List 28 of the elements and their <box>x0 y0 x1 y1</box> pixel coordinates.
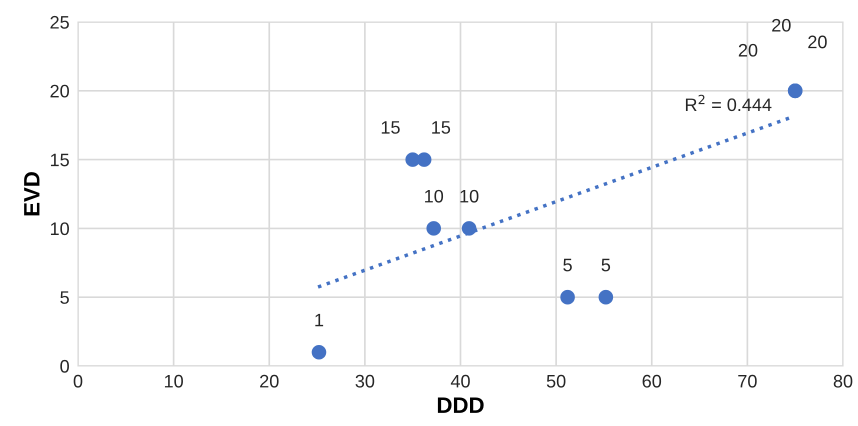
data-label: 10 <box>460 190 478 203</box>
annotation: R$^{2}$ = 0.444 <box>686 94 772 112</box>
data-label: 10 <box>425 190 444 203</box>
data-label: 5 <box>563 258 572 272</box>
y-tick-label: 15 <box>50 154 69 166</box>
x-tick-label: 40 <box>450 374 470 388</box>
x-tick-label: 20 <box>260 374 279 388</box>
x-tick-label: 70 <box>738 374 757 388</box>
data-label: 20 <box>738 44 758 57</box>
data-label: 1 <box>315 314 324 326</box>
y-tick-label: 20 <box>50 84 69 98</box>
x-axis-title: DDD <box>438 398 484 413</box>
x-tick-label: 80 <box>834 374 852 388</box>
x-tick-label: 50 <box>546 374 566 388</box>
data-label: 15 <box>432 121 450 134</box>
x-tick-label: 30 <box>356 374 374 388</box>
x-tick-label: 0 <box>74 374 82 388</box>
x-tick-label: 60 <box>642 374 662 388</box>
y-tick-label: 5 <box>60 291 69 304</box>
y-tick-label: 25 <box>50 16 69 29</box>
data-label: 20 <box>808 36 827 48</box>
data-label: 20 <box>772 18 791 32</box>
x-tick-label: 10 <box>164 374 183 388</box>
data-label: 5 <box>602 258 610 272</box>
data-label: 15 <box>382 121 400 134</box>
y-tick-label: 10 <box>50 222 69 236</box>
y-tick-label: 0 <box>60 360 69 373</box>
y-axis-title: EVD <box>24 172 40 216</box>
